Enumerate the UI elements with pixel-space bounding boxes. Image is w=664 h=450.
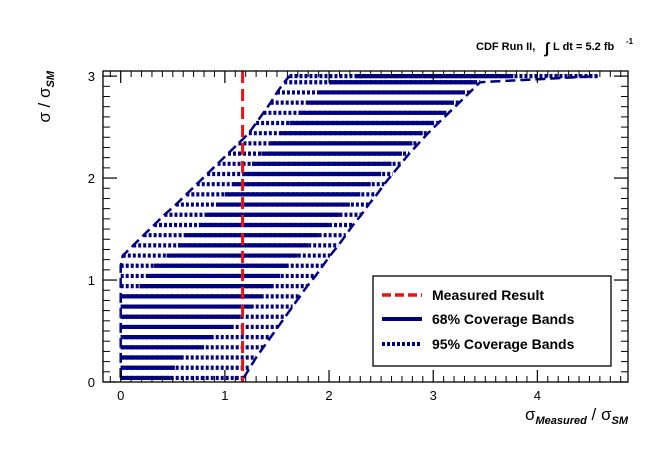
luminosity-text: L dt = 5.2 fb xyxy=(553,41,615,53)
y-tick-label: 0 xyxy=(88,375,95,390)
y-tick-label: 2 xyxy=(88,171,95,186)
integral-sign: ∫ xyxy=(544,40,551,57)
x-axis-label: σMeasured / σSM xyxy=(525,405,629,427)
x-tick-label: 3 xyxy=(430,388,437,403)
y-axis-label: σ / σSM xyxy=(35,70,57,123)
legend-label-measured: Measured Result xyxy=(432,287,544,303)
x-tick-label: 0 xyxy=(117,388,124,403)
axis-ticks: 0 1 2 3 4 0 1 2 3 xyxy=(88,69,628,403)
band95-left-edge xyxy=(119,75,291,378)
chart-title: CDF Run II, xyxy=(476,41,535,53)
x-tick-label: 4 xyxy=(534,388,541,403)
legend: Measured Result 68% Coverage Bands 95% C… xyxy=(372,275,612,367)
luminosity-unit-sup: -1 xyxy=(626,37,634,46)
band-edges-layer xyxy=(119,74,598,379)
y-tick-label: 1 xyxy=(88,273,95,288)
x-tick-label: 2 xyxy=(325,388,332,403)
legend-label-95: 95% Coverage Bands xyxy=(432,336,575,352)
legend-label-68: 68% Coverage Bands xyxy=(432,311,575,327)
x-tick-label: 1 xyxy=(221,388,228,403)
band95-right-edge xyxy=(242,74,598,379)
bands-layer xyxy=(120,73,598,381)
plot-frame xyxy=(102,70,629,383)
y-tick-label: 3 xyxy=(88,69,95,84)
